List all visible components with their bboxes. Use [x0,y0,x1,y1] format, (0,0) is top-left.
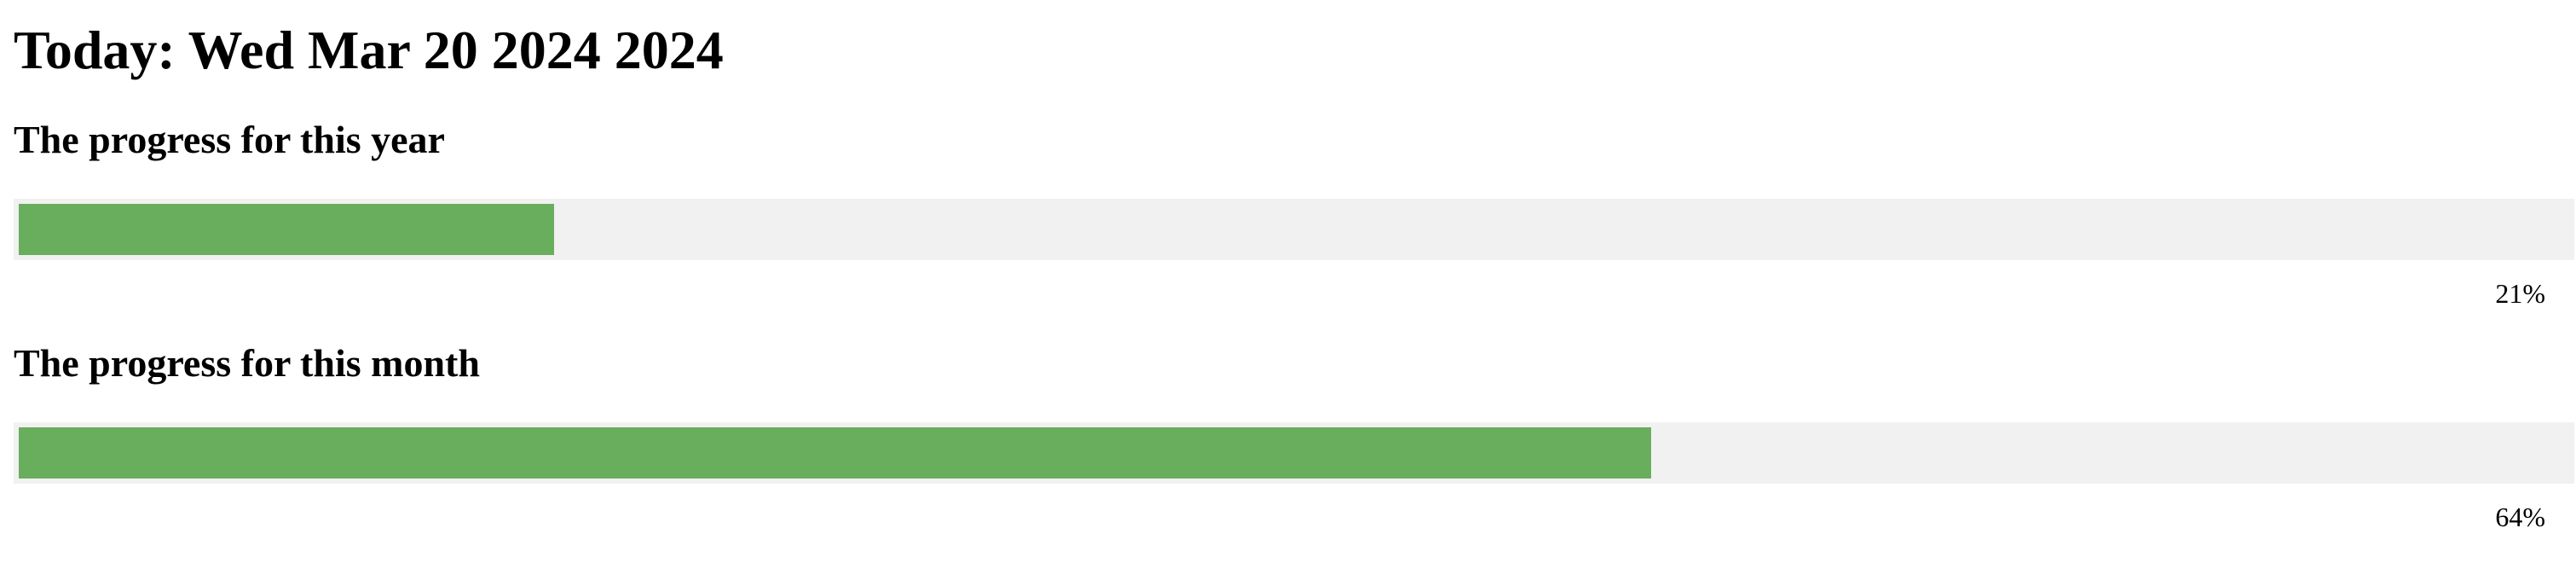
page: Today: Wed Mar 20 2024 2024 The progress… [14,0,2574,580]
today-heading: Today: Wed Mar 20 2024 2024 [14,20,724,80]
year-progress-percent: 21% [2495,278,2545,309]
year-progress-fill [19,204,554,255]
month-progress-heading: The progress for this month [14,341,480,385]
month-progress-percent: 64% [2495,502,2545,532]
year-progress-heading: The progress for this year [14,118,445,161]
month-progress-fill [19,427,1651,478]
month-progress-bar [14,422,2574,484]
year-progress-bar [14,199,2574,260]
